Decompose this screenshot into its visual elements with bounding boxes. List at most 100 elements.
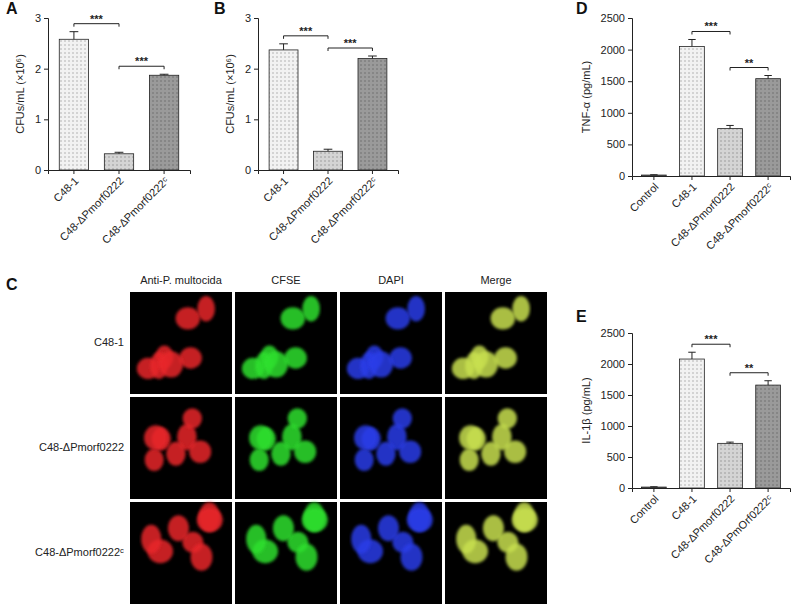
y-tick-mark bbox=[254, 69, 258, 70]
cell bbox=[456, 525, 476, 554]
cell bbox=[498, 408, 517, 429]
error-bar bbox=[324, 149, 333, 151]
x-tick-label: C48-ΔPmorf0222ᶜ bbox=[308, 174, 379, 245]
cell bbox=[351, 525, 371, 554]
column-label: DAPI bbox=[378, 274, 404, 286]
significance-label: *** bbox=[90, 13, 104, 25]
bar bbox=[680, 359, 705, 488]
x-tick-mark bbox=[653, 176, 654, 180]
y-tick-label: 2500 bbox=[601, 12, 625, 24]
y-tick: 0 bbox=[619, 482, 632, 494]
bar bbox=[718, 129, 743, 176]
significance-label: *** bbox=[299, 25, 313, 37]
cell bbox=[460, 449, 479, 471]
y-tick-label: 3 bbox=[245, 12, 251, 24]
x-tick: C48-1 bbox=[51, 170, 81, 204]
error-stem bbox=[691, 39, 692, 46]
cell bbox=[512, 508, 538, 532]
panel: 05001000150020002500ControlC48-1C48-ΔPmo… bbox=[576, 308, 791, 566]
x-tick-mark bbox=[283, 170, 284, 174]
x-tick-mark bbox=[730, 176, 731, 180]
y-tick-label: 1 bbox=[35, 113, 41, 125]
x-tick-label: Control bbox=[627, 492, 661, 526]
significance-label: ** bbox=[745, 57, 754, 69]
x-tick-label: C48-ΔPmorf0222ᶜ bbox=[704, 180, 775, 251]
bar bbox=[59, 39, 88, 170]
y-tick-label: 1000 bbox=[601, 107, 625, 119]
micrograph-background bbox=[445, 397, 547, 499]
x-axis-line bbox=[633, 489, 791, 493]
cell bbox=[401, 543, 423, 570]
y-tick-mark bbox=[254, 18, 258, 19]
y-tick: 0 bbox=[35, 164, 48, 176]
micrograph-background bbox=[235, 397, 337, 499]
column-label: Merge bbox=[480, 274, 511, 286]
error-cap bbox=[70, 31, 79, 32]
y-axis: 0123 bbox=[35, 12, 49, 176]
micrograph-background bbox=[340, 292, 442, 394]
x-tick-mark bbox=[119, 170, 120, 174]
y-axis-line bbox=[254, 19, 259, 171]
significance-label: *** bbox=[705, 333, 719, 345]
significance-label: *** bbox=[705, 20, 719, 32]
y-tick-mark bbox=[628, 81, 632, 82]
significance-label: *** bbox=[135, 55, 149, 67]
x-tick-label: C48-1 bbox=[669, 180, 699, 210]
cell bbox=[369, 351, 393, 377]
x-tick: C48-ΔPmorf0222ᶜ bbox=[704, 176, 775, 252]
error-cap bbox=[368, 56, 377, 57]
x-tick: C48-ΔPmorf0222ᶜ bbox=[99, 170, 170, 246]
cell bbox=[483, 515, 504, 541]
y-tick-label: 0 bbox=[245, 164, 251, 176]
y-tick-mark bbox=[628, 50, 632, 51]
y-tick-mark bbox=[628, 176, 632, 177]
y-tick-label: 0 bbox=[619, 170, 625, 182]
y-axis-title: CFUs/mL (×10⁶) bbox=[224, 54, 236, 134]
cell bbox=[197, 296, 215, 321]
y-axis-line bbox=[628, 334, 633, 489]
error-bar bbox=[70, 32, 79, 40]
cell bbox=[355, 449, 374, 471]
x-axis: ControlC48-1C48-ΔPmorf0222C48-ΔPmorf0222… bbox=[627, 176, 790, 252]
y-tick: 2000 bbox=[601, 358, 632, 370]
y-tick: 0 bbox=[245, 164, 258, 176]
y-tick-label: 1500 bbox=[601, 389, 625, 401]
y-tick-mark bbox=[628, 364, 632, 365]
error-bar bbox=[279, 44, 288, 50]
x-tick: Control bbox=[627, 176, 661, 214]
error-cap bbox=[650, 486, 657, 487]
micrograph-background bbox=[340, 397, 442, 499]
x-tick-label: C48-1 bbox=[669, 492, 699, 522]
micrograph-background bbox=[130, 292, 232, 394]
plot-marks bbox=[269, 44, 387, 170]
micrograph bbox=[130, 397, 232, 499]
error-cap bbox=[688, 39, 695, 40]
x-axis-line bbox=[259, 171, 399, 175]
x-tick: C48-ΔPmorf0222ᶜ bbox=[308, 170, 379, 246]
bar bbox=[269, 50, 298, 170]
y-tick: 3 bbox=[35, 12, 48, 24]
error-cap bbox=[115, 152, 124, 153]
error-bar bbox=[160, 74, 169, 75]
y-tick-mark bbox=[44, 119, 48, 120]
significance-label: ** bbox=[745, 362, 754, 374]
bar bbox=[358, 59, 387, 170]
cell bbox=[246, 525, 266, 554]
micrograph bbox=[235, 397, 337, 499]
cell bbox=[183, 408, 202, 429]
error-cap bbox=[650, 174, 657, 175]
y-tick: 2000 bbox=[601, 44, 632, 56]
x-axis-line bbox=[633, 177, 791, 181]
cell bbox=[296, 543, 318, 570]
y-tick: 500 bbox=[607, 451, 632, 463]
error-cap bbox=[764, 75, 771, 76]
cell bbox=[197, 508, 223, 532]
cell bbox=[189, 441, 211, 463]
error-bar bbox=[688, 39, 695, 46]
error-bar bbox=[650, 174, 657, 175]
cell bbox=[141, 525, 161, 554]
micrograph bbox=[340, 292, 442, 394]
y-tick-label: 1 bbox=[245, 113, 251, 125]
x-tick-mark bbox=[372, 170, 373, 174]
cell bbox=[504, 441, 526, 463]
